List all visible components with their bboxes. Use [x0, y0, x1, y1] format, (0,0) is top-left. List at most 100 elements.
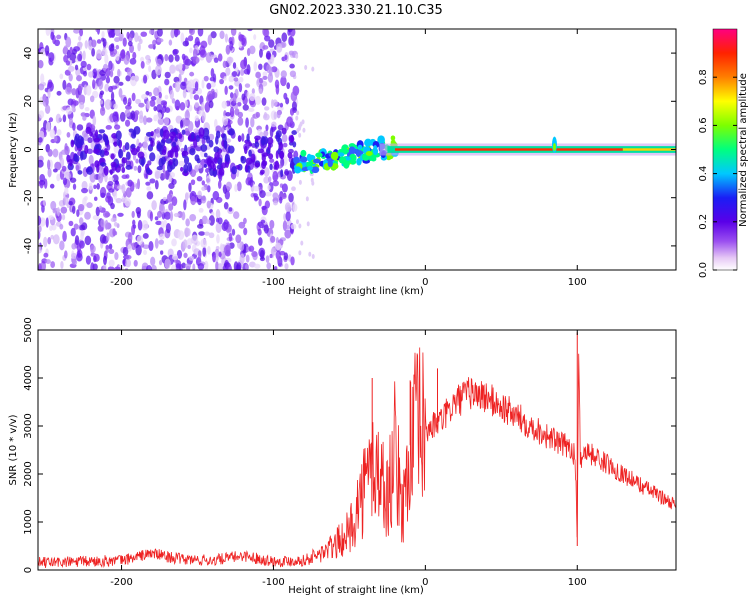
noise-speckle — [177, 230, 185, 241]
noise-speckle — [120, 49, 126, 59]
noise-speckle — [227, 121, 231, 129]
noise-speckle — [290, 90, 298, 102]
noise-speckle — [188, 255, 195, 261]
noise-speckle — [173, 212, 180, 218]
noise-blotch — [181, 150, 189, 157]
noise-speckle — [283, 92, 288, 100]
noise-speckle — [180, 32, 185, 44]
noise-blotch — [118, 148, 124, 159]
noise-speckle — [110, 217, 117, 223]
noise-blotch — [77, 170, 83, 175]
noise-speckle — [67, 98, 74, 106]
noise-blotch — [84, 144, 89, 155]
chirp-blob — [300, 149, 307, 157]
noise-speckle — [76, 124, 84, 131]
noise-speckle — [289, 70, 297, 78]
noise-speckle — [183, 252, 188, 259]
noise-blotch — [167, 150, 173, 158]
noise-speckle — [38, 244, 41, 253]
noise-speckle — [79, 101, 85, 110]
noise-speckle — [272, 99, 278, 107]
chirp-blob — [327, 160, 333, 168]
noise-speckle — [264, 35, 271, 42]
noise-blotch — [292, 141, 297, 148]
noise-speckle — [165, 223, 171, 234]
noise-speckle — [269, 253, 273, 259]
chirp-blob — [315, 152, 323, 158]
noise-speckle — [204, 231, 210, 236]
noise-speckle — [48, 52, 55, 62]
noise-speckle — [174, 81, 181, 93]
noise-speckle — [64, 196, 69, 206]
noise-speckle — [45, 29, 51, 37]
noise-blotch — [257, 148, 265, 154]
noise-speckle — [204, 260, 209, 270]
noise-speckle — [223, 219, 229, 230]
noise-blotch — [162, 129, 170, 140]
noise-blotch — [214, 151, 220, 160]
noise-speckle — [99, 234, 107, 244]
noise-speckle — [233, 77, 239, 82]
noise-speckle — [156, 104, 163, 113]
noise-speckle — [262, 71, 268, 77]
noise-blotch — [183, 155, 190, 165]
noise-blotch — [250, 153, 256, 163]
noise-speckle — [210, 31, 217, 39]
noise-speckle — [255, 71, 261, 79]
noise-speckle — [109, 69, 114, 78]
noise-speckle — [245, 263, 249, 270]
noise-speckle — [98, 79, 104, 90]
noise-speckle — [233, 211, 240, 219]
noise-blotch — [121, 157, 128, 164]
noise-speckle — [200, 238, 208, 248]
noise-speckle — [108, 30, 115, 38]
noise-speckle — [164, 170, 170, 180]
noise-speckle — [197, 263, 205, 270]
noise-speckle — [197, 250, 202, 261]
noise-speckle — [174, 54, 180, 62]
noise-speckle — [95, 29, 100, 33]
noise-blotch — [289, 162, 295, 169]
noise-speckle — [130, 110, 136, 121]
noise-speckle — [265, 191, 272, 197]
chirp-blob — [377, 135, 385, 145]
noise-speckle — [163, 219, 168, 228]
noise-speckle — [275, 84, 280, 95]
noise-speckle — [160, 250, 164, 255]
colorbar-tick-label: 0.0 — [698, 262, 709, 278]
chirp-blob — [311, 166, 320, 174]
noise-speckle — [38, 59, 44, 69]
noise-speckle — [232, 92, 237, 104]
noise-speckle — [295, 219, 299, 225]
noise-speckle — [80, 231, 84, 241]
noise-speckle — [288, 192, 294, 203]
noise-speckle — [60, 260, 64, 269]
noise-blotch — [247, 165, 251, 174]
noise-speckle — [198, 231, 206, 236]
noise-blotch — [92, 148, 100, 154]
noise-speckle — [290, 256, 295, 266]
snr-xlabel: Height of straight line (km) — [288, 585, 424, 596]
noise-speckle — [215, 196, 223, 204]
noise-speckle — [115, 44, 120, 50]
noise-blotch — [244, 145, 248, 155]
noise-speckle — [49, 183, 55, 189]
noise-speckle — [291, 101, 297, 111]
noise-speckle — [86, 63, 92, 71]
noise-speckle — [71, 205, 76, 214]
noise-speckle — [215, 261, 219, 270]
noise-speckle — [96, 183, 101, 190]
noise-speckle — [173, 76, 180, 83]
chirp-blob — [348, 153, 357, 163]
spectrogram-xtick-label: -100 — [262, 277, 285, 288]
noise-speckle — [45, 217, 49, 228]
noise-speckle — [208, 100, 214, 109]
noise-blotch — [131, 131, 137, 139]
noise-speckle — [264, 200, 271, 209]
noise-blotch — [73, 135, 78, 146]
noise-speckle — [72, 259, 78, 266]
noise-speckle — [52, 168, 58, 173]
noise-speckle — [174, 29, 181, 36]
noise-blotch — [218, 167, 225, 176]
noise-speckle — [91, 47, 96, 57]
